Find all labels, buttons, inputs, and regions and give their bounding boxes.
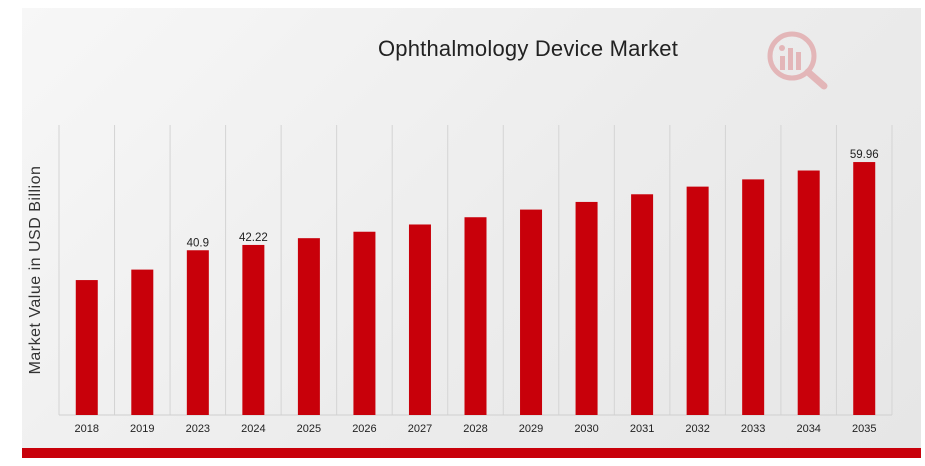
x-tick-label: 2025	[297, 423, 321, 435]
bar-2029	[520, 209, 543, 415]
data-labels: 40.9 42.22 59.96	[187, 149, 879, 249]
y-axis-title: Market Value in USD Billion	[27, 166, 44, 375]
bar-2034	[797, 170, 820, 415]
bar-2031	[631, 194, 654, 415]
data-label-2024: 42.22	[239, 232, 268, 244]
x-tick-label: 2023	[186, 423, 210, 435]
x-tick-label: 2019	[130, 423, 154, 435]
bar-2032	[686, 186, 709, 415]
bars	[75, 162, 876, 415]
gridlines	[58, 125, 893, 416]
x-tick-label: 2034	[796, 423, 820, 435]
x-tick-label: 2027	[408, 423, 432, 435]
bar-2018	[75, 280, 98, 415]
bar-2026	[353, 231, 376, 415]
x-tick-label: 2029	[519, 423, 543, 435]
bar-2027	[408, 224, 431, 415]
x-tick-label: 2024	[241, 423, 265, 435]
bar-2030	[575, 201, 598, 415]
x-tick-label: 2035	[852, 423, 876, 435]
bar-2023	[186, 250, 209, 415]
x-tick-label: 2032	[685, 423, 709, 435]
bar-2024	[242, 244, 265, 415]
x-tick-label: 2030	[574, 423, 598, 435]
x-tick-labels: 2018 2019 2023 2024 2025 2026 2027 2028 2029 2030…	[75, 423, 877, 435]
bar-2028	[464, 217, 487, 415]
bar-2033	[742, 179, 765, 415]
data-label-2023: 40.9	[187, 237, 209, 249]
x-tick-label: 2028	[463, 423, 487, 435]
x-tick-label: 2031	[630, 423, 654, 435]
bar-2019	[131, 269, 154, 415]
x-tick-label: 2026	[352, 423, 376, 435]
x-tick-label: 2018	[75, 423, 99, 435]
x-tick-label: 2033	[741, 423, 765, 435]
data-label-2035: 59.96	[850, 149, 879, 161]
bar-2025	[297, 238, 320, 415]
footer-accent-bar	[22, 448, 921, 458]
analytics-magnifier-logo-icon	[767, 31, 828, 90]
bar-2035	[853, 162, 876, 415]
chart-title: Ophthalmology Device Market	[377, 36, 679, 61]
